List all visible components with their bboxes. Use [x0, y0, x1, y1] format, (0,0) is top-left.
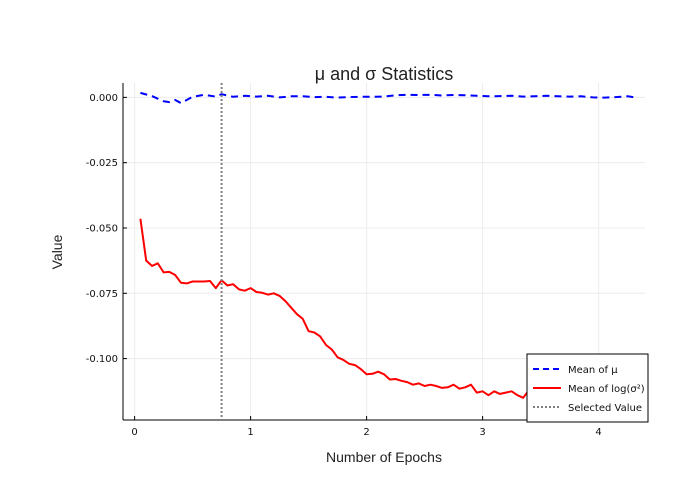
legend-label-mean-log-sigma: Mean of log(σ²): [568, 384, 645, 395]
x-tick-label: 4: [595, 427, 601, 438]
y-tick-label: -0.050: [86, 223, 118, 234]
x-tick-label: 3: [479, 427, 485, 438]
y-tick-label: -0.100: [86, 354, 118, 365]
y-tick-label: -0.075: [86, 289, 118, 300]
legend-label-mean-mu: Mean of μ: [568, 365, 618, 376]
x-tick-label: 2: [363, 427, 369, 438]
axes: 0 1 2 3 4 0.000 -0.025 -0.050 -0.075 -0.100: [86, 83, 645, 438]
x-axis-title: Number of Epochs: [326, 449, 442, 465]
chart-title: μ and σ Statistics: [315, 64, 454, 84]
y-axis-title: Value: [49, 234, 65, 269]
legend: Mean of μ Mean of log(σ²) Selected Value: [526, 353, 649, 423]
mean-of-log-line: [139, 218, 530, 399]
labels: μ and σ Statistics Number of Epochs Valu…: [49, 64, 453, 465]
x-tick-label: 1: [247, 427, 253, 438]
y-tick-label: -0.025: [86, 158, 118, 169]
series-layer: [139, 83, 634, 420]
y-tick-label: 0.000: [89, 93, 118, 104]
mean-of-line: [140, 91, 634, 105]
legend-label-selected-value: Selected Value: [568, 403, 642, 414]
x-tick-label: 0: [131, 427, 137, 438]
